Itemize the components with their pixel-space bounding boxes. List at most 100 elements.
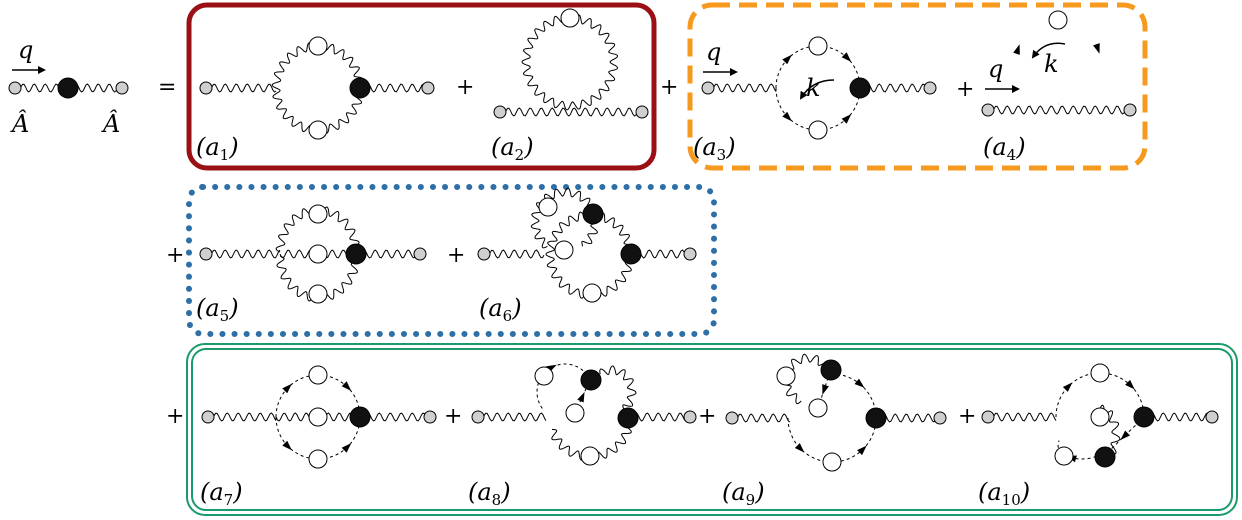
ghost-arrow [282,440,292,451]
external-point [423,410,437,424]
ghost-arrow [782,54,792,65]
gluon-propagator [859,83,931,93]
ghost-arrow [854,378,865,388]
external-point [683,247,697,261]
open-vertex [808,120,828,140]
ghost-arrow [341,381,352,391]
external-point [493,105,507,119]
ghost-arrow [1093,43,1100,54]
field-label-left: Â [10,109,29,138]
equals-sign: = [158,75,176,100]
open-vertex [308,120,328,140]
ghost-arrow [341,443,352,453]
plus-sign: + [444,404,462,429]
open-vertex [1054,446,1074,466]
plus-sign: + [166,404,184,429]
filled-vertex [349,77,371,99]
open-vertex [308,244,328,264]
group-box-one-loop-gluon [186,2,657,171]
gluon-propagator [521,13,619,111]
group-box-two-loop-ghost-inner [191,348,1233,511]
filled-vertex [617,407,639,429]
plus-sign: + [956,77,974,102]
gluon-propagator [207,412,277,422]
open-vertex [538,197,558,217]
loop-momentum-arrow [1031,42,1066,59]
external-point [701,81,715,95]
momentum-label-q: q [18,36,33,64]
external-point [923,81,937,95]
external-point [413,247,427,261]
gluon-propagator [499,107,643,117]
diagram-label-a3: (a3) [693,133,736,164]
plus-sign: + [660,75,678,100]
diagram-label-a7: (a7) [200,478,243,509]
external-point [421,81,435,95]
plus-sign: + [447,243,465,268]
filled-vertex [849,77,871,99]
open-vertex [560,8,580,28]
open-vertex [580,446,600,466]
external-point [115,81,129,95]
ghost-propagator [775,45,861,89]
open-vertex [554,240,574,260]
ghost-propagator [787,417,877,463]
loop-momentum-label-k: k [806,74,821,102]
open-vertex [776,366,796,386]
open-vertex [1090,407,1110,427]
ghost-arrow [1125,379,1135,390]
ghost-arrow [822,384,829,395]
group-box-two-loop-gluon [186,184,717,337]
filled-vertex [349,406,371,428]
ghost-arrow [1062,382,1073,392]
open-vertex [1048,10,1068,30]
external-point [477,247,491,261]
open-vertex [534,366,554,386]
filled-vertex [580,369,602,391]
open-vertex [582,283,602,303]
external-point [8,81,22,95]
open-vertex [808,398,828,418]
filled-vertex [57,77,79,99]
ghost-arrow [857,445,867,456]
gluon-propagator [599,365,637,410]
open-vertex [808,36,828,56]
diagram-label-a9: (a9) [722,478,765,509]
external-point [1205,410,1219,424]
loop-momentum-label-k: k [1044,50,1059,78]
diagram-label-a5: (a5) [196,294,239,325]
open-vertex [822,452,842,472]
plus-sign: + [456,75,474,100]
open-vertex [308,407,328,427]
filled-vertex [1133,406,1155,428]
field-label-right: Â [101,109,120,138]
external-point [635,105,649,119]
gluon-propagator [483,249,545,259]
diagram-label-a2: (a2) [491,133,534,164]
gluon-propagator [530,187,600,249]
open-vertex [308,365,328,385]
ghost-arrow [782,111,792,122]
external-point [981,410,995,424]
gluon-propagator [477,412,547,422]
open-vertex [565,403,585,423]
diagram-label-a6: (a6) [479,294,522,325]
external-point [725,411,739,425]
ghost-arrow [841,52,852,62]
gluon-propagator [205,83,277,93]
ghost-arrow [1013,44,1020,55]
external-point [199,247,213,261]
ghost-propagator [275,374,361,418]
ghost-arrow [841,114,852,124]
diagram-label-a8: (a8) [468,478,511,509]
ghost-arrow [577,391,585,403]
ghost-propagator [1055,372,1145,418]
gluon-propagator [205,249,281,259]
open-vertex [308,204,328,224]
open-vertex [308,36,328,56]
plus-sign: + [166,243,184,268]
filled-vertex [1094,446,1116,468]
ghost-arrow [282,383,292,394]
gluon-propagator [1143,412,1213,422]
